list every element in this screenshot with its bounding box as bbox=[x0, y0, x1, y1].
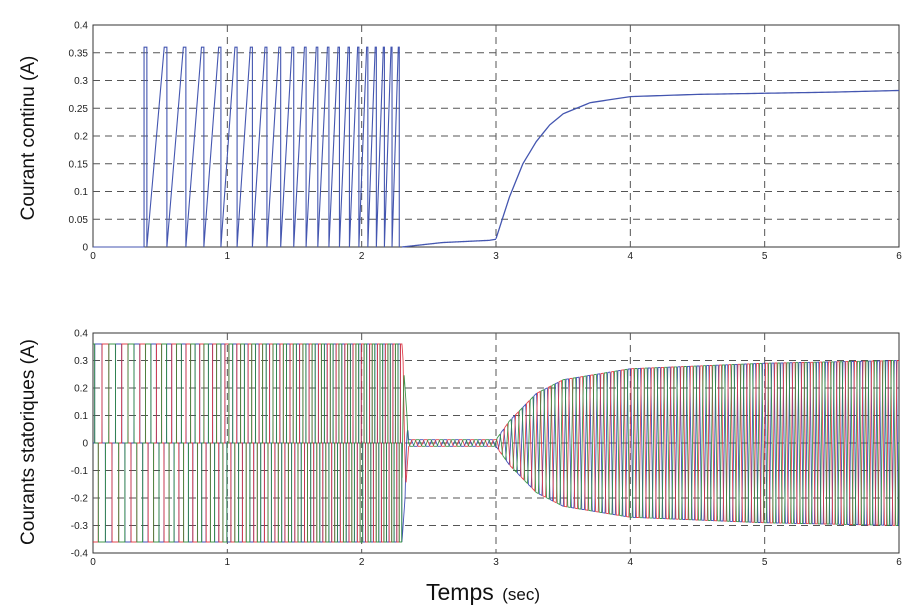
top-x-tick-label: 1 bbox=[225, 251, 231, 262]
stator-current-phase-3 bbox=[93, 343, 900, 543]
x-axis-label-unit: (sec) bbox=[502, 585, 540, 604]
dc-current-curve-1 bbox=[401, 238, 497, 248]
bottom-x-tick-label: 6 bbox=[896, 557, 902, 568]
dc-current-curve-2 bbox=[495, 89, 900, 239]
bottom-y-tick-label: 0.1 bbox=[74, 411, 88, 422]
bottom-y-tick-label: 0.2 bbox=[74, 384, 88, 395]
top-x-tick-label: 2 bbox=[359, 251, 365, 262]
top-tick-labels: 0 1 2 3 4 5 6 0 0.05 0.1 0.15 0.2 0.25 0.3 0.35 0.4 bbox=[69, 21, 903, 263]
top-y-tick-label: 0.2 bbox=[74, 132, 88, 143]
top-y-tick-label: 0.25 bbox=[69, 104, 89, 115]
stator-current-phase-1 bbox=[93, 343, 900, 543]
x-axis-label: Temps (sec) bbox=[426, 579, 540, 605]
top-y-tick-label: 0.3 bbox=[74, 76, 88, 87]
bottom-y-tick-label: 0 bbox=[82, 439, 88, 450]
top-grid bbox=[93, 25, 899, 247]
top-x-tick-label: 4 bbox=[628, 251, 634, 262]
top-y-tick-label: 0.1 bbox=[74, 187, 88, 198]
bottom-y-tick-label: 0.4 bbox=[74, 329, 88, 340]
bottom-y-tick-label: -0.2 bbox=[71, 494, 89, 505]
bottom-tick-labels: 0 1 2 3 4 5 6 -0.4 -0.3 -0.2 -0.1 0 0.1 0.2 0.3 0.4 bbox=[71, 329, 902, 569]
top-x-tick-label: 3 bbox=[493, 251, 499, 262]
bottom-x-tick-label: 1 bbox=[225, 557, 231, 568]
bottom-y-axis-label: Courants statoriques (A) bbox=[18, 339, 39, 545]
stator-current-phase-2 bbox=[93, 343, 899, 543]
bottom-x-tick-label: 4 bbox=[628, 557, 634, 568]
top-y-tick-label: 0.35 bbox=[69, 48, 89, 59]
bottom-x-tick-label: 2 bbox=[359, 557, 365, 568]
bottom-y-tick-label: 0.3 bbox=[74, 356, 88, 367]
bottom-panel: 0 1 2 3 4 5 6 -0.4 -0.3 -0.2 -0.1 0 0.1 0.2 0.3 0.4 Cou… bbox=[18, 329, 902, 569]
bottom-x-tick-label: 3 bbox=[493, 557, 499, 568]
bottom-series-stator-currents bbox=[93, 343, 900, 543]
dc-current-pulses bbox=[93, 46, 400, 248]
bottom-x-tick-label: 0 bbox=[90, 557, 96, 568]
top-panel: 0 1 2 3 4 5 6 0 0.05 0.1 0.15 0.2 0.25 0.3 0.35 0.4 Cou… bbox=[18, 21, 902, 263]
top-y-tick-label: 0 bbox=[82, 243, 88, 254]
top-y-tick-label: 0.15 bbox=[69, 159, 89, 170]
top-x-tick-label: 5 bbox=[762, 251, 768, 262]
bottom-x-tick-label: 5 bbox=[762, 557, 768, 568]
top-x-tick-label: 6 bbox=[896, 251, 902, 262]
x-axis-label-main: Temps bbox=[426, 579, 494, 605]
bottom-y-tick-label: -0.4 bbox=[71, 549, 89, 560]
top-y-axis-label: Courant continu (A) bbox=[18, 56, 39, 221]
top-series-dc-current bbox=[93, 46, 900, 248]
top-x-tick-label: 0 bbox=[90, 251, 96, 262]
top-y-tick-label: 0.05 bbox=[69, 215, 89, 226]
top-y-tick-label: 0.4 bbox=[74, 21, 88, 32]
bottom-y-tick-label: -0.3 bbox=[71, 521, 89, 532]
bottom-y-tick-label: -0.1 bbox=[71, 466, 89, 477]
